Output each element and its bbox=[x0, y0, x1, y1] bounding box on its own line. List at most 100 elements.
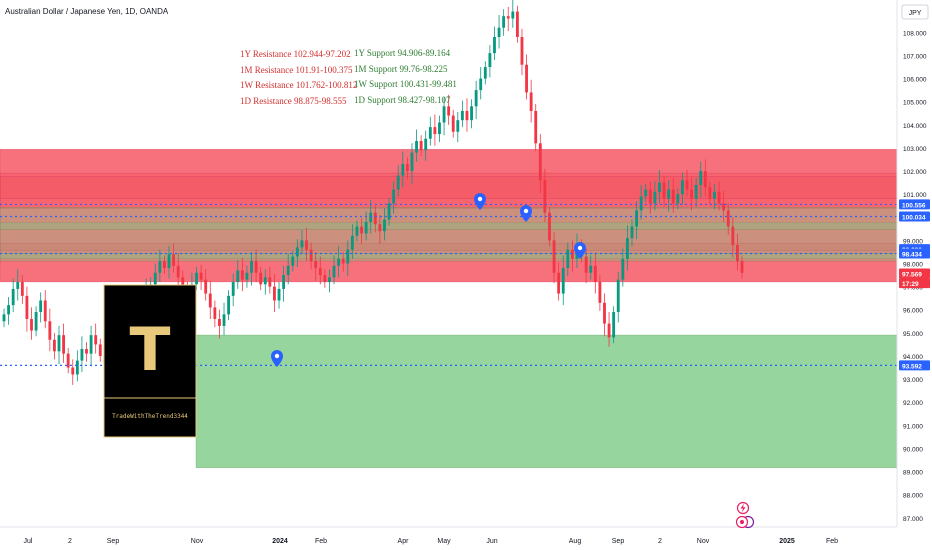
candle bbox=[85, 342, 88, 362]
candle bbox=[557, 262, 561, 301]
candle bbox=[259, 266, 263, 291]
candle bbox=[405, 157, 409, 180]
candle bbox=[653, 181, 657, 211]
currency-button[interactable]: JPY bbox=[901, 4, 929, 20]
price-label-badge: 97.569 bbox=[899, 268, 930, 279]
price-tick-label: 88.000 bbox=[903, 493, 923, 500]
price-tick-label: 104.000 bbox=[903, 123, 927, 130]
candle bbox=[286, 254, 290, 285]
map-marker-icon[interactable] bbox=[474, 193, 486, 210]
candle bbox=[323, 269, 327, 288]
candle bbox=[378, 214, 382, 244]
candle bbox=[34, 306, 38, 337]
candle bbox=[355, 220, 359, 242]
candle bbox=[98, 338, 102, 362]
candle bbox=[680, 172, 684, 205]
candle bbox=[222, 302, 226, 336]
candle bbox=[442, 97, 446, 136]
candle bbox=[520, 28, 524, 76]
price-tick-label: 91.000 bbox=[903, 423, 923, 430]
candle bbox=[703, 159, 707, 197]
support-1d: 1D Support 98.427-98.107 bbox=[354, 95, 451, 105]
zone-1y-support[interactable] bbox=[195, 334, 898, 469]
zone-1w-support[interactable] bbox=[0, 207, 898, 230]
candle bbox=[593, 253, 597, 294]
candle bbox=[350, 224, 354, 259]
candle bbox=[676, 188, 680, 210]
events-icon[interactable] bbox=[735, 515, 755, 529]
candle bbox=[240, 257, 244, 292]
candle bbox=[451, 109, 455, 138]
lightning-icon[interactable] bbox=[736, 501, 750, 515]
price-tick-label: 90.000 bbox=[903, 446, 923, 453]
candle bbox=[740, 255, 744, 279]
support-1y: 1Y Support 94.906-89.164 bbox=[354, 48, 451, 58]
candle bbox=[598, 275, 602, 311]
price-tick-label: 92.000 bbox=[903, 400, 923, 407]
map-marker-icon[interactable] bbox=[520, 205, 532, 222]
zone-1d-support[interactable] bbox=[0, 253, 898, 262]
svg-text:98.434: 98.434 bbox=[902, 251, 922, 258]
price-tick-label: 87.000 bbox=[903, 516, 923, 523]
price-tick-label: 103.000 bbox=[903, 146, 927, 153]
candle bbox=[543, 168, 547, 222]
candle bbox=[158, 249, 162, 282]
candle bbox=[552, 232, 556, 284]
candle bbox=[273, 273, 276, 313]
candle bbox=[639, 184, 643, 220]
time-tick-label: 2025 bbox=[779, 538, 795, 545]
candle bbox=[635, 201, 638, 240]
svg-text:93.592: 93.592 bbox=[902, 363, 922, 370]
candle bbox=[163, 255, 166, 274]
candle bbox=[204, 269, 208, 301]
zone-1m-support[interactable] bbox=[0, 222, 898, 259]
candle bbox=[57, 325, 61, 365]
candle bbox=[236, 260, 240, 289]
price-tick-label: 101.000 bbox=[903, 192, 927, 199]
candle bbox=[254, 249, 258, 282]
candle bbox=[383, 208, 386, 241]
candle bbox=[167, 246, 171, 279]
time-tick-label: Jul bbox=[24, 538, 33, 545]
candle bbox=[438, 115, 441, 143]
candle bbox=[529, 79, 533, 123]
map-marker-icon[interactable] bbox=[271, 350, 283, 367]
time-tick-label: Nov bbox=[697, 538, 710, 545]
time-tick-label: 2024 bbox=[272, 538, 288, 545]
candle bbox=[75, 350, 79, 382]
candle bbox=[195, 266, 198, 291]
candle bbox=[387, 197, 391, 226]
candle bbox=[48, 308, 52, 352]
candle bbox=[548, 206, 551, 247]
candle bbox=[424, 130, 428, 161]
candle bbox=[694, 177, 698, 207]
zone-1w-resistance[interactable] bbox=[0, 176, 898, 199]
candle bbox=[268, 266, 272, 294]
candle bbox=[726, 203, 730, 235]
candle bbox=[644, 183, 648, 203]
candle bbox=[731, 217, 735, 258]
candle bbox=[483, 61, 487, 85]
price-tick-label: 107.000 bbox=[903, 53, 927, 60]
time-tick-label: 2 bbox=[658, 538, 662, 545]
price-tick-label: 99.000 bbox=[903, 238, 923, 245]
price-labels: 100.556100.03498.62098.43497.56917:2993.… bbox=[899, 199, 930, 371]
resistance-1y: 1Y Resistance 102.944-97.202 bbox=[240, 49, 351, 59]
resistance-annotations: 1Y Resistance 102.944-97.202 1M Resistan… bbox=[240, 49, 357, 106]
price-label-badge: 100.034 bbox=[899, 211, 930, 222]
candle bbox=[227, 290, 231, 321]
logo-caption: TradeWithTheTrend3344 bbox=[112, 413, 188, 420]
candle bbox=[66, 347, 70, 374]
candle bbox=[16, 269, 20, 301]
map-marker-icon[interactable] bbox=[574, 242, 586, 259]
zone-1y-resistance[interactable] bbox=[0, 148, 898, 283]
candle bbox=[566, 242, 570, 277]
candle bbox=[648, 181, 652, 214]
candle bbox=[612, 306, 616, 344]
candle bbox=[231, 273, 235, 307]
price-tick-label: 105.000 bbox=[903, 100, 927, 107]
candle bbox=[488, 45, 492, 78]
chart-title: Australian Dollar / Japanese Yen, 1D, OA… bbox=[5, 7, 169, 16]
price-label-badge: 17:29 bbox=[899, 278, 930, 289]
